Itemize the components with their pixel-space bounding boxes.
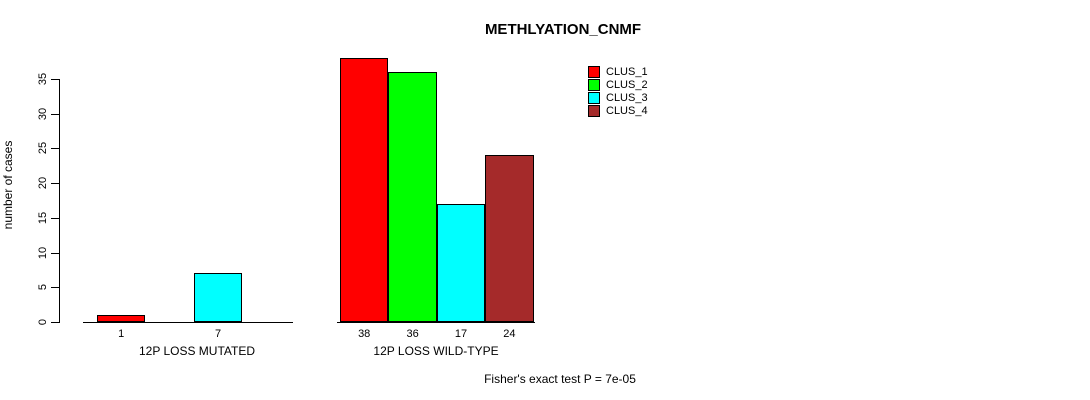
y-tick-label: 30 [37, 107, 49, 120]
bar-value-label: 38 [358, 328, 371, 340]
y-tick [51, 113, 59, 115]
y-tick-label: 15 [37, 211, 49, 224]
category-label-12p-loss-mutated: 12P LOSS MUTATED [138, 344, 256, 358]
legend-swatch-clus-2 [588, 79, 600, 91]
legend-label: CLUS_1 [606, 66, 648, 78]
y-tick-label: 0 [37, 318, 49, 326]
bar-value-label: 17 [454, 328, 468, 340]
bar-clus-1-12p-loss-mutated [97, 315, 146, 322]
x-axis-baseline [83, 322, 293, 323]
legend-item-clus-4: CLUS_4 [588, 105, 648, 117]
y-tick-label: 35 [37, 72, 49, 86]
chart-title: METHLYATION_CNMF [484, 21, 642, 38]
y-tick-label: 5 [37, 284, 49, 291]
bar-value-label: 36 [406, 328, 419, 340]
bar-clus-1-12p-loss-wild-type [340, 58, 389, 322]
y-tick-label: 10 [37, 246, 49, 259]
bar-clus-3-12p-loss-wild-type [436, 203, 486, 322]
legend-swatch-clus-1 [588, 66, 600, 78]
bar-value-label: 1 [118, 328, 125, 340]
y-axis-line [59, 79, 60, 323]
y-tick-label: 20 [37, 177, 49, 190]
legend-swatch-clus-4 [588, 105, 600, 117]
y-tick [51, 322, 59, 323]
bar-value-label: 24 [503, 328, 516, 340]
y-tick-label: 25 [37, 142, 49, 155]
legend-label: CLUS_2 [606, 79, 648, 91]
legend-item-clus-1: CLUS_1 [588, 66, 648, 78]
x-axis-baseline [337, 322, 535, 323]
y-tick [51, 217, 59, 219]
y-tick [51, 78, 59, 80]
y-tick [51, 287, 59, 289]
y-tick [51, 148, 59, 150]
legend-label: CLUS_4 [606, 105, 648, 117]
footnote-text: Fisher's exact test P = 7e-05 [484, 372, 636, 386]
legend-swatch-clus-3 [588, 92, 600, 104]
bar-clus-4-12p-loss-wild-type [485, 155, 534, 322]
y-tick [51, 183, 59, 185]
legend-label: CLUS_3 [606, 92, 648, 104]
legend-item-clus-2: CLUS_2 [588, 79, 648, 91]
bar-value-label: 7 [214, 328, 222, 340]
legend: CLUS_1 CLUS_2 CLUS_3 CLUS_4 [588, 66, 668, 118]
category-label-12p-loss-wild-type: 12P LOSS WILD-TYPE [373, 344, 499, 358]
y-tick [51, 252, 59, 254]
legend-item-clus-3: CLUS_3 [588, 92, 648, 104]
bar-clus-2-12p-loss-wild-type [388, 72, 437, 322]
bar-clus-3-12p-loss-mutated [193, 273, 243, 322]
